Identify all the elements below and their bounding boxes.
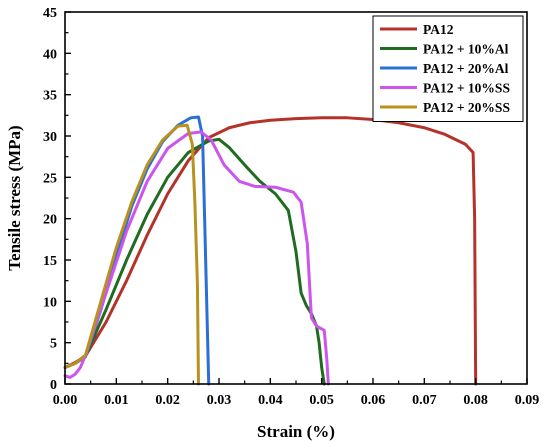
y-tick-label: 40	[43, 47, 57, 62]
x-tick-label: 0.05	[309, 393, 334, 408]
legend: PA12 PA12 + 10%Al PA12 + 20%Al PA12 + 10%SS…	[372, 15, 524, 122]
series-line-5	[63, 123, 200, 386]
y-tick-label: 35	[43, 89, 57, 104]
x-tick-label: 0.03	[207, 393, 232, 408]
ticks-layer: 0.00 0.01 0.02 0.03 0.04 0.05 0.06 0.07 0.08 0.09…	[43, 6, 539, 408]
y-axis-title: Tensile stress (MPa)	[5, 125, 24, 270]
y-tick-label: 10	[43, 295, 57, 310]
legend-label: PA12 + 20%Al	[423, 61, 509, 76]
legend-label: PA12 + 10%SS	[423, 81, 510, 96]
x-tick-label: 0.06	[361, 393, 386, 408]
x-tick-label: 0.09	[515, 393, 540, 408]
x-tick-label: 0.04	[258, 393, 283, 408]
x-axis-title: Strain (%)	[257, 422, 335, 441]
x-tick-label: 0.00	[53, 393, 78, 408]
y-tick-label: 30	[43, 130, 57, 145]
series-line-1	[63, 116, 478, 386]
x-tick-label: 0.07	[412, 393, 437, 408]
y-tick-label: 45	[43, 6, 57, 21]
y-tick-label: 20	[43, 213, 57, 228]
y-tick-label: 0	[50, 378, 57, 393]
series-layer	[63, 115, 478, 386]
series-line-3	[63, 115, 211, 386]
x-tick-label: 0.08	[463, 393, 488, 408]
y-tick-label: 5	[50, 337, 57, 352]
y-tick-label: 25	[43, 171, 57, 186]
legend-label: PA12 + 20%SS	[423, 100, 510, 115]
x-tick-label: 0.02	[155, 393, 180, 408]
x-tick-label: 0.01	[104, 393, 129, 408]
legend-label: PA12	[423, 22, 454, 37]
y-tick-label: 15	[43, 254, 57, 269]
legend-label: PA12 + 10%Al	[423, 42, 509, 57]
